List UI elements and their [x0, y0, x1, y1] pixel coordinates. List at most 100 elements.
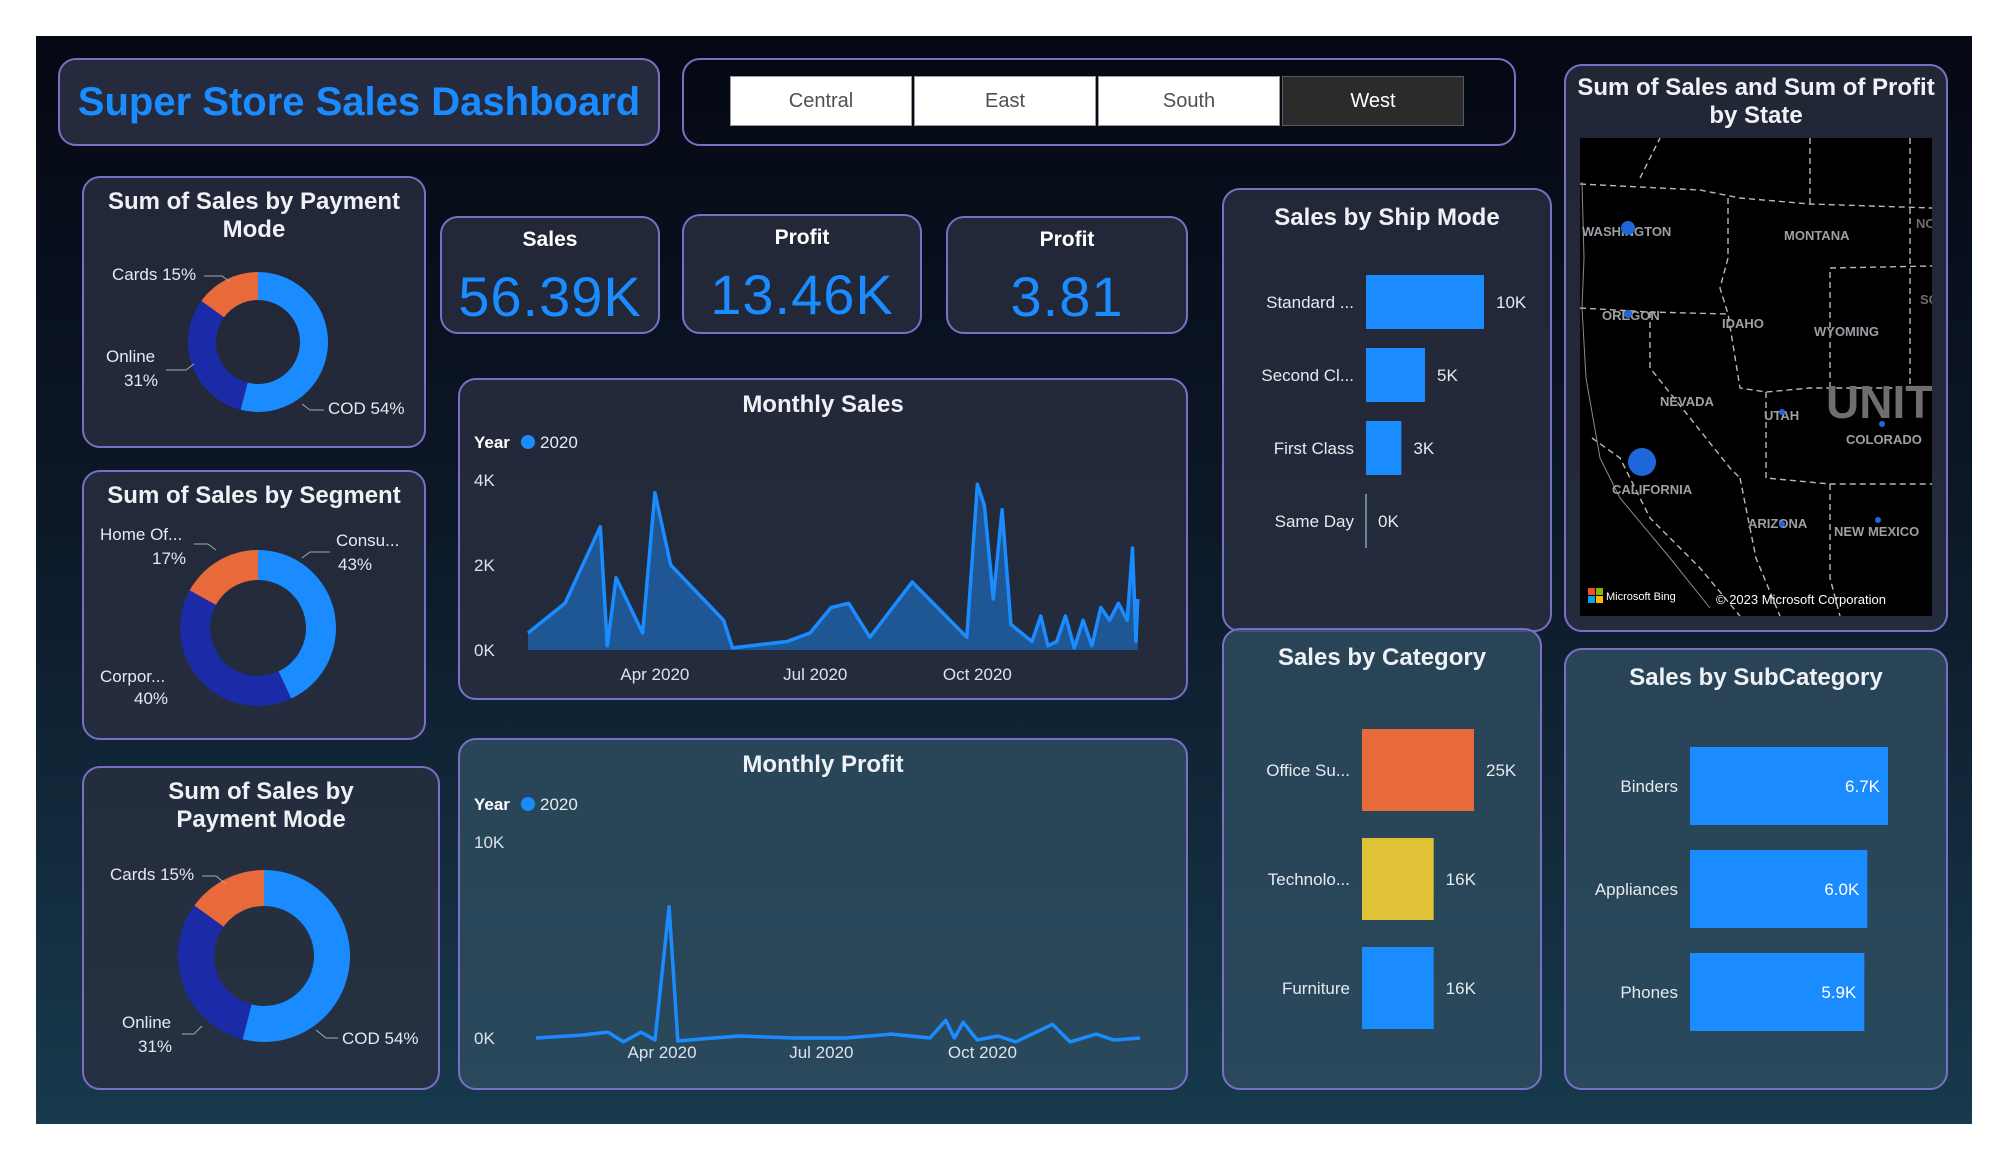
donut-slice-cards	[201, 272, 258, 318]
map-edge-text: NO	[1916, 216, 1932, 231]
legend-series: 2020	[540, 795, 578, 814]
kpi-label: Profit	[774, 226, 830, 249]
bar-category-label: First Class	[1274, 439, 1354, 458]
bar-category-label: Furniture	[1282, 979, 1350, 998]
bar	[1362, 838, 1434, 920]
chart-title: Sum of Sales by Payment Mode	[107, 188, 401, 243]
subcategory-chart: Binders 6.7K Appliances 6.0K Phones 5.9K	[1595, 747, 1888, 1031]
map-edge-text: SO	[1920, 292, 1932, 307]
donut-slice-online	[178, 905, 252, 1040]
state-bubble-new-mexico	[1875, 517, 1881, 523]
chart-title: Monthly Profit	[742, 751, 903, 778]
bar	[1366, 421, 1402, 475]
map-overlay-text: UNIT	[1826, 376, 1932, 428]
kpi-value: 13.46K	[710, 263, 894, 326]
region-button-east[interactable]: East	[914, 76, 1096, 126]
y-tick-label: 10K	[474, 833, 505, 852]
bar-category-label: Phones	[1620, 983, 1678, 1002]
state-bubble-colorado	[1879, 421, 1885, 427]
bar-value-label: 10K	[1496, 293, 1527, 312]
legend-marker	[521, 435, 535, 449]
legend-series: 2020	[540, 433, 578, 452]
region-button-west[interactable]: West	[1282, 76, 1464, 126]
x-tick-label: Oct 2020	[948, 1043, 1017, 1062]
payment-mode-donut-2: Cards 15% Online 31% COD 54%	[110, 865, 419, 1056]
x-tick-label: Apr 2020	[620, 665, 689, 684]
bar-category-label: Appliances	[1595, 880, 1678, 899]
ship-mode-card: Sales by Ship Mode Standard ... 10K Second…	[1222, 188, 1552, 632]
slice-value-corporate: 40%	[134, 689, 168, 708]
chart-title: Sales by Ship Mode	[1274, 204, 1500, 231]
state-bubble-washington	[1621, 221, 1635, 235]
map-attribution: Microsoft Bing	[1606, 591, 1676, 603]
bar-value-label: 0K	[1378, 512, 1399, 531]
state-bubble-california	[1628, 448, 1656, 476]
state-label: WYOMING	[1814, 324, 1879, 339]
chart-title: Sum of Sales by Segment	[107, 482, 401, 509]
state-bubble-arizona	[1779, 521, 1785, 527]
donut-slice-cards	[194, 870, 264, 927]
slice-label-consumer: Consu...	[336, 531, 399, 550]
title-card: Super Store Sales Dashboard	[58, 58, 660, 146]
chart-title: Sum of Sales by Payment Mode	[168, 778, 354, 833]
series-line	[526, 482, 1140, 650]
bar-value-label: 16K	[1446, 979, 1477, 998]
payment-mode-donut: Cards 15% Online 31% COD 54%	[106, 265, 405, 418]
bar	[1690, 747, 1888, 825]
y-tick-label: 4K	[474, 471, 495, 490]
donut-slice-corpor	[180, 590, 292, 706]
monthly-profit-card: Monthly Profit Year 2020 0K 10K Apr 2020 Ju…	[458, 738, 1188, 1090]
slice-label-online: Online	[106, 347, 155, 366]
bar-category-label: Same Day	[1275, 512, 1355, 531]
x-tick-label: Jul 2020	[783, 665, 847, 684]
slice-label-home-office: Home Of...	[100, 525, 182, 544]
bar-value-label: 16K	[1446, 870, 1477, 889]
chart-title: Sales by SubCategory	[1629, 664, 1883, 691]
slice-label-online: Online	[122, 1013, 171, 1032]
x-tick-label: Apr 2020	[628, 1043, 697, 1062]
bar-value-label: 3K	[1413, 439, 1434, 458]
state-bubble-oregon	[1624, 310, 1632, 318]
bar-value-label: 5K	[1437, 366, 1458, 385]
legend-title: Year	[474, 795, 510, 814]
slice-value-online: 31%	[138, 1037, 172, 1056]
category-chart: Office Su... 25K Technolo... 16K Furniture 16…	[1266, 729, 1517, 1029]
x-tick-label: Oct 2020	[943, 665, 1012, 684]
chart-title: Sum of Sales and Sum of Profit by State	[1577, 74, 1935, 129]
kpi-sales-tile: Sales 56.39K	[440, 216, 660, 334]
state-borders	[1580, 138, 1932, 616]
state-label: COLORADO	[1846, 432, 1922, 447]
kpi-profit-tile: Profit 13.46K	[682, 214, 922, 334]
donut-slice-cod	[240, 272, 328, 412]
microsoft-logo-icon	[1588, 588, 1603, 603]
series-line	[535, 904, 1141, 1044]
bar	[1362, 947, 1434, 1029]
category-card: Sales by Category Office Su... 25K Technol…	[1222, 628, 1542, 1090]
state-label: ARIZONA	[1748, 516, 1808, 531]
region-button-south[interactable]: South	[1098, 76, 1280, 126]
kpi-value: 56.39K	[458, 265, 642, 328]
slice-label-cards: Cards 15%	[110, 865, 194, 884]
donut-slice-online	[187, 300, 248, 410]
monthly-profit-chart: Monthly Profit Year 2020 0K 10K Apr 2020 Ju…	[474, 751, 1141, 1062]
donut-slice-consu	[258, 550, 336, 699]
slice-label-cod: COD 54%	[342, 1029, 419, 1048]
slice-label-corporate: Corpor...	[100, 667, 165, 686]
state-bubble-utah	[1779, 409, 1785, 415]
dashboard: Super Store Sales Dashboard Central East…	[36, 36, 1972, 1124]
bar-value-label: 6.7K	[1845, 777, 1881, 796]
state-map[interactable]: WASHINGTON MONTANA OREGON IDAHO WYOMING …	[1580, 138, 1932, 616]
kpi-value: 3.81	[1010, 265, 1124, 328]
segment-donut-card: Sum of Sales by Segment Home Of... 17% C…	[82, 470, 426, 740]
x-tick-label: Jul 2020	[789, 1043, 853, 1062]
y-tick-label: 0K	[474, 641, 495, 660]
state-label: IDAHO	[1722, 316, 1764, 331]
legend-title: Year	[474, 433, 510, 452]
slice-value-home-office: 17%	[152, 549, 186, 568]
bar	[1690, 953, 1865, 1031]
chart-title: Sales by Category	[1277, 644, 1487, 671]
subcategory-card: Sales by SubCategory Binders 6.7K Applianc…	[1564, 648, 1948, 1090]
kpi-label: Profit	[1039, 228, 1095, 251]
region-button-central[interactable]: Central	[730, 76, 912, 126]
payment-mode-donut-card: Sum of Sales by Payment Mode Cards 15% O…	[82, 176, 426, 448]
